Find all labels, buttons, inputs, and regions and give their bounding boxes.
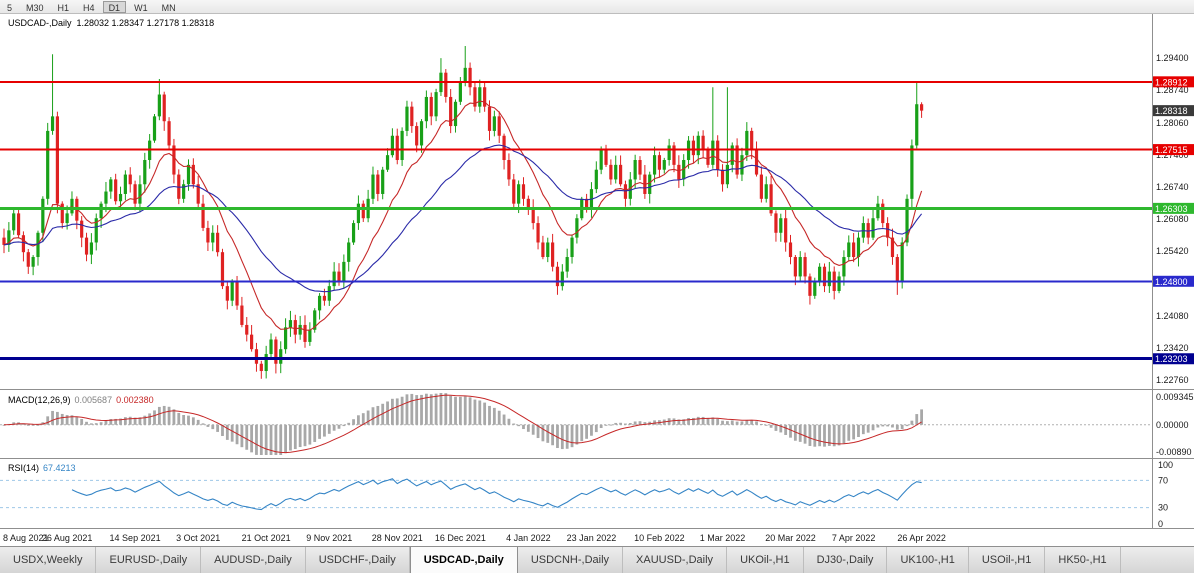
svg-text:9 Nov 2021: 9 Nov 2021 <box>306 533 352 543</box>
price-chart-canvas[interactable]: 1.29400 1.28740 1.28060 1.27400 1.26740 1.260… <box>0 14 1194 546</box>
chart-tab-usdcad-daily[interactable]: USDCAD-,Daily <box>409 547 518 573</box>
svg-text:1.27400: 1.27400 <box>1156 150 1189 160</box>
svg-text:3 Oct 2021: 3 Oct 2021 <box>176 533 220 543</box>
svg-text:26 Apr 2022: 26 Apr 2022 <box>897 533 946 543</box>
svg-text:20 Mar 2022: 20 Mar 2022 <box>765 533 816 543</box>
svg-text:1.24080: 1.24080 <box>1156 311 1189 321</box>
svg-text:1 Mar 2022: 1 Mar 2022 <box>700 533 746 543</box>
svg-text:21 Oct 2021: 21 Oct 2021 <box>242 533 291 543</box>
svg-text:1.26303: 1.26303 <box>1155 204 1188 214</box>
timeframe-button-5[interactable]: 5 <box>7 2 13 13</box>
chart-tab-usoil-h1[interactable]: USOil-,H1 <box>969 547 1046 573</box>
timeframe-button-h1[interactable]: H1 <box>57 2 70 13</box>
svg-text:0.009345: 0.009345 <box>1156 392 1194 402</box>
svg-text:23 Jan 2022: 23 Jan 2022 <box>567 533 617 543</box>
svg-text:1.22760: 1.22760 <box>1156 375 1189 385</box>
svg-text:1.27515: 1.27515 <box>1155 145 1188 155</box>
svg-text:4 Jan 2022: 4 Jan 2022 <box>506 533 551 543</box>
svg-text:70: 70 <box>1158 475 1168 485</box>
svg-text:1.28740: 1.28740 <box>1156 85 1189 95</box>
chart-tab-usdchf-daily[interactable]: USDCHF-,Daily <box>306 547 410 573</box>
svg-text:16 Dec 2021: 16 Dec 2021 <box>435 533 486 543</box>
svg-text:1.29400: 1.29400 <box>1156 53 1189 63</box>
chart-tab-hk50-h1[interactable]: HK50-,H1 <box>1045 547 1121 573</box>
svg-text:1.28060: 1.28060 <box>1156 118 1189 128</box>
svg-text:10 Feb 2022: 10 Feb 2022 <box>634 533 685 543</box>
chart-tab-audusd-daily[interactable]: AUDUSD-,Daily <box>201 547 306 573</box>
timeframe-button-w1[interactable]: W1 <box>134 2 148 13</box>
chart-tab-uk100-h1[interactable]: UK100-,H1 <box>887 547 969 573</box>
chart-tabs-bar: USDX,Weekly EURUSD-,Daily AUDUSD-,Daily USD… <box>0 546 1194 573</box>
chart-tab-eurusd-daily[interactable]: EURUSD-,Daily <box>96 547 202 573</box>
svg-text:26 Aug 2021: 26 Aug 2021 <box>42 533 93 543</box>
svg-text:8 Aug 2021: 8 Aug 2021 <box>3 533 49 543</box>
svg-text:28 Nov 2021: 28 Nov 2021 <box>372 533 423 543</box>
svg-text:0.00000: 0.00000 <box>1156 420 1189 430</box>
chart-tab-dj30-daily[interactable]: DJ30-,Daily <box>804 547 888 573</box>
svg-text:-0.00890: -0.00890 <box>1156 447 1192 457</box>
svg-text:14 Sep 2021: 14 Sep 2021 <box>110 533 161 543</box>
svg-text:1.24800: 1.24800 <box>1155 277 1188 287</box>
chart-tab-ukoil-h1[interactable]: UKOil-,H1 <box>727 547 804 573</box>
chart-window: 1.29400 1.28740 1.28060 1.27400 1.26740 1.260… <box>0 14 1194 546</box>
svg-text:7 Apr 2022: 7 Apr 2022 <box>832 533 876 543</box>
timeframe-button-h4[interactable]: H4 <box>83 2 95 13</box>
svg-text:30: 30 <box>1158 503 1168 513</box>
chart-tab-xauusd-daily[interactable]: XAUUSD-,Daily <box>623 547 728 573</box>
svg-text:1.25420: 1.25420 <box>1156 246 1189 256</box>
svg-text:1.28318: 1.28318 <box>1155 106 1188 116</box>
svg-text:1.23420: 1.23420 <box>1156 343 1189 353</box>
svg-text:1.26080: 1.26080 <box>1156 214 1189 224</box>
svg-text:1.23203: 1.23203 <box>1155 354 1188 364</box>
chart-tab-usdcnh-daily[interactable]: USDCNH-,Daily <box>518 547 624 573</box>
timeframe-button-d1[interactable]: D1 <box>102 0 127 13</box>
timeframe-button-mn[interactable]: MN <box>161 2 176 13</box>
svg-text:1.26740: 1.26740 <box>1156 182 1189 192</box>
chart-tab-usdx-weekly[interactable]: USDX,Weekly <box>0 547 97 573</box>
timeframe-button-m30[interactable]: M30 <box>26 2 44 13</box>
svg-text:100: 100 <box>1158 460 1173 470</box>
svg-text:0: 0 <box>1158 519 1163 529</box>
timeframe-toolbar: 5 M30 H1 H4 D1 W1 MN <box>0 0 1194 14</box>
svg-text:1.28912: 1.28912 <box>1155 77 1188 87</box>
